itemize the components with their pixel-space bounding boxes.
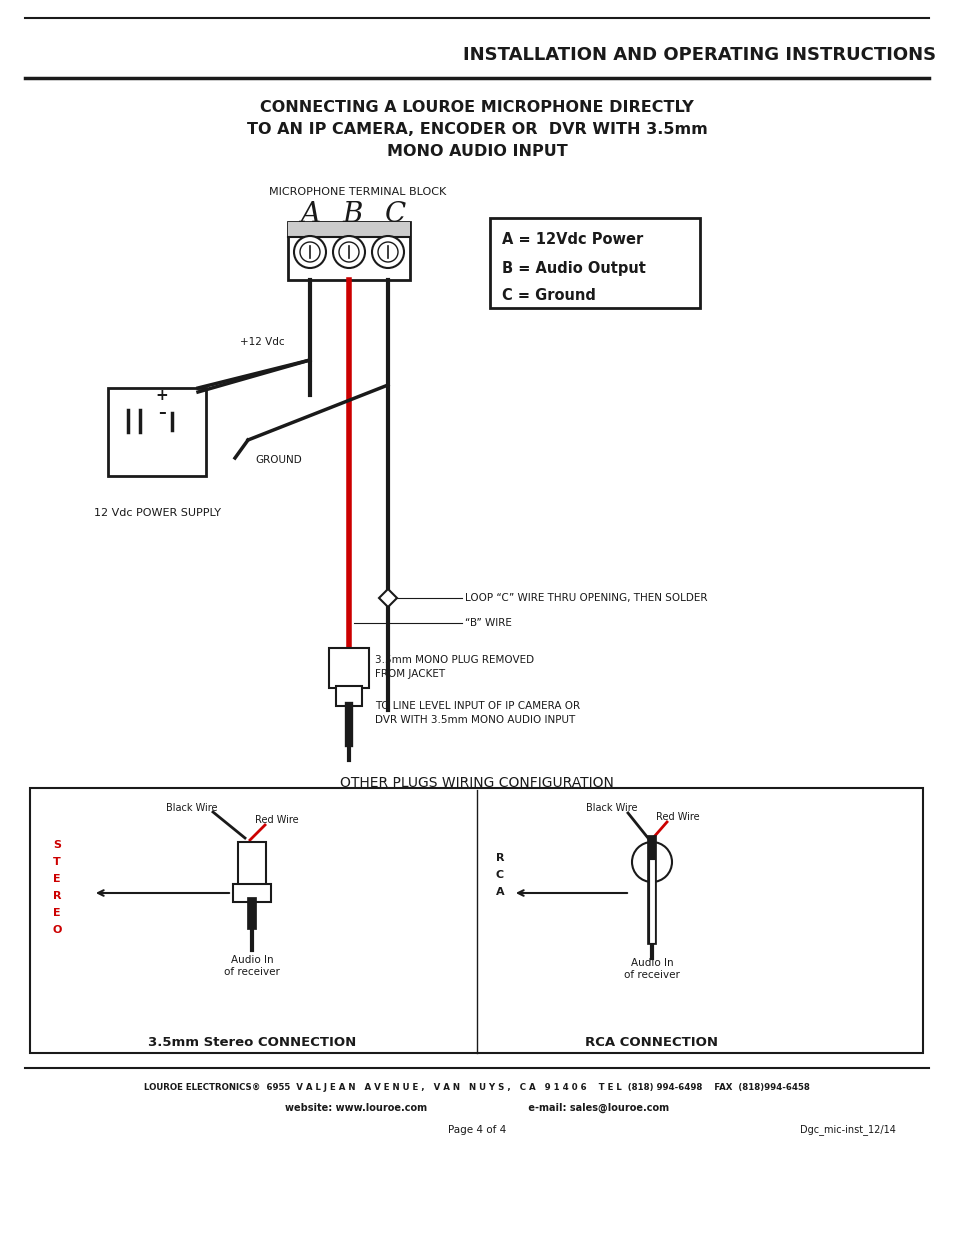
Text: Audio In
of receiver: Audio In of receiver bbox=[623, 958, 679, 979]
Text: 3.5mm MONO PLUG REMOVED: 3.5mm MONO PLUG REMOVED bbox=[375, 655, 534, 664]
Text: B = Audio Output: B = Audio Output bbox=[501, 261, 645, 275]
Text: INSTALLATION AND OPERATING INSTRUCTIONS: INSTALLATION AND OPERATING INSTRUCTIONS bbox=[463, 46, 936, 64]
Bar bbox=[329, 648, 369, 688]
Bar bbox=[288, 222, 410, 237]
Circle shape bbox=[372, 236, 403, 268]
Text: A = 12Vdc Power: A = 12Vdc Power bbox=[501, 232, 642, 247]
Circle shape bbox=[377, 242, 397, 262]
Text: Dgc_mic-inst_12/14: Dgc_mic-inst_12/14 bbox=[800, 1125, 895, 1135]
Text: DVR WITH 3.5mm MONO AUDIO INPUT: DVR WITH 3.5mm MONO AUDIO INPUT bbox=[375, 715, 575, 725]
Bar bbox=[335, 685, 361, 706]
Text: GROUND: GROUND bbox=[254, 454, 301, 466]
Text: OTHER PLUGS WIRING CONFIGURATION: OTHER PLUGS WIRING CONFIGURATION bbox=[339, 776, 614, 790]
Text: –: – bbox=[158, 405, 166, 420]
Text: S: S bbox=[53, 840, 61, 850]
Text: E: E bbox=[53, 874, 61, 884]
Bar bbox=[490, 219, 700, 308]
Circle shape bbox=[338, 242, 358, 262]
Polygon shape bbox=[378, 589, 396, 606]
Text: RCA CONNECTION: RCA CONNECTION bbox=[585, 1036, 718, 1050]
Text: T: T bbox=[53, 857, 61, 867]
Text: C: C bbox=[496, 869, 503, 881]
Text: Audio In
of receiver: Audio In of receiver bbox=[224, 955, 279, 977]
Text: MONO AUDIO INPUT: MONO AUDIO INPUT bbox=[386, 144, 567, 159]
Bar bbox=[30, 788, 923, 1053]
Text: +12 Vdc: +12 Vdc bbox=[240, 337, 285, 347]
Text: TO AN IP CAMERA, ENCODER OR  DVR WITH 3.5mm: TO AN IP CAMERA, ENCODER OR DVR WITH 3.5… bbox=[247, 122, 706, 137]
Bar bbox=[288, 222, 410, 280]
Circle shape bbox=[631, 842, 671, 882]
Text: LOUROE ELECTRONICS®  6955  V A L J E A N   A V E N U E ,   V A N   N U Y S ,   C: LOUROE ELECTRONICS® 6955 V A L J E A N A… bbox=[144, 1083, 809, 1093]
Text: O: O bbox=[52, 925, 62, 935]
Text: R: R bbox=[52, 890, 61, 902]
Text: LOOP “C” WIRE THRU OPENING, THEN SOLDER: LOOP “C” WIRE THRU OPENING, THEN SOLDER bbox=[464, 593, 707, 603]
Text: E: E bbox=[53, 908, 61, 918]
Text: 12 Vdc POWER SUPPLY: 12 Vdc POWER SUPPLY bbox=[94, 508, 221, 517]
Circle shape bbox=[294, 236, 326, 268]
Bar bbox=[108, 388, 206, 475]
Text: +: + bbox=[155, 389, 168, 404]
Text: Black Wire: Black Wire bbox=[166, 803, 217, 813]
Text: Page 4 of 4: Page 4 of 4 bbox=[447, 1125, 506, 1135]
Text: 3.5mm Stereo CONNECTION: 3.5mm Stereo CONNECTION bbox=[148, 1036, 355, 1050]
Text: TO LINE LEVEL INPUT OF IP CAMERA OR: TO LINE LEVEL INPUT OF IP CAMERA OR bbox=[375, 701, 579, 711]
Text: FROM JACKET: FROM JACKET bbox=[375, 669, 445, 679]
Text: Red Wire: Red Wire bbox=[656, 811, 700, 823]
Bar bbox=[233, 884, 271, 902]
Text: Red Wire: Red Wire bbox=[254, 815, 298, 825]
Text: Black Wire: Black Wire bbox=[586, 803, 638, 813]
Text: MICROPHONE TERMINAL BLOCK: MICROPHONE TERMINAL BLOCK bbox=[269, 186, 446, 198]
Bar bbox=[237, 842, 266, 890]
Text: C = Ground: C = Ground bbox=[501, 289, 596, 304]
Circle shape bbox=[333, 236, 365, 268]
Text: B: B bbox=[342, 200, 363, 227]
Text: “B” WIRE: “B” WIRE bbox=[464, 618, 512, 629]
Text: R: R bbox=[496, 853, 504, 863]
Text: CONNECTING A LOUROE MICROPHONE DIRECTLY: CONNECTING A LOUROE MICROPHONE DIRECTLY bbox=[260, 100, 693, 116]
Text: website: www.louroe.com                              e-mail: sales@louroe.com: website: www.louroe.com e-mail: sales@lo… bbox=[285, 1103, 668, 1113]
Text: A: A bbox=[496, 887, 504, 897]
Circle shape bbox=[299, 242, 319, 262]
Text: A: A bbox=[299, 200, 319, 227]
Text: C: C bbox=[385, 200, 406, 227]
